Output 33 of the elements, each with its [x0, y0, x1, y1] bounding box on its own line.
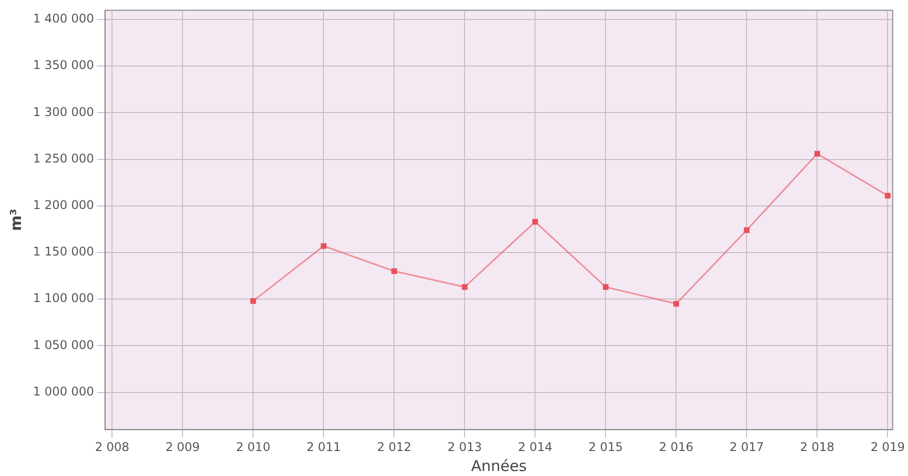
x-tick-label: 2 015 [588, 440, 623, 454]
point [884, 192, 891, 198]
y-tick-label: 1 300 000 [32, 104, 94, 119]
y-axis-title: m³ [6, 208, 25, 231]
point [602, 284, 609, 290]
point [391, 268, 397, 274]
point [532, 218, 538, 225]
x-tick-label: 2 011 [306, 440, 341, 454]
y-tick-label: 1 000 000 [32, 384, 94, 398]
y-tick-label: 1 350 000 [32, 58, 94, 72]
point [814, 150, 820, 157]
y-tick-label: 1 050 000 [32, 338, 94, 352]
point [250, 298, 256, 304]
x-tick-label: 2 013 [447, 440, 482, 454]
y-tick-label: 1 150 000 [32, 244, 94, 259]
point [673, 300, 680, 307]
x-axis-title: Années [471, 456, 527, 475]
x-tick-label: 2 016 [659, 440, 694, 454]
y-tick-label: 1 200 000 [32, 198, 94, 212]
x-tick-label: 2 010 [236, 440, 270, 454]
point [462, 284, 468, 290]
x-tick-label: 2 019 [870, 440, 905, 454]
x-tick-label: 2 017 [730, 440, 764, 454]
y-tick-label: 1 250 000 [32, 151, 94, 166]
x-tick-label: 2 018 [800, 440, 834, 454]
y-tick-label: 1 400 000 [32, 12, 94, 26]
x-tick-label: 2 012 [376, 440, 412, 454]
x-tick-label: 2 014 [518, 440, 552, 454]
point [320, 243, 326, 249]
x-tick-label: 2 009 [165, 440, 200, 454]
y-tick-label: 1 100 000 [32, 291, 94, 306]
point [744, 227, 750, 233]
x-tick-label: 2 008 [94, 440, 130, 454]
